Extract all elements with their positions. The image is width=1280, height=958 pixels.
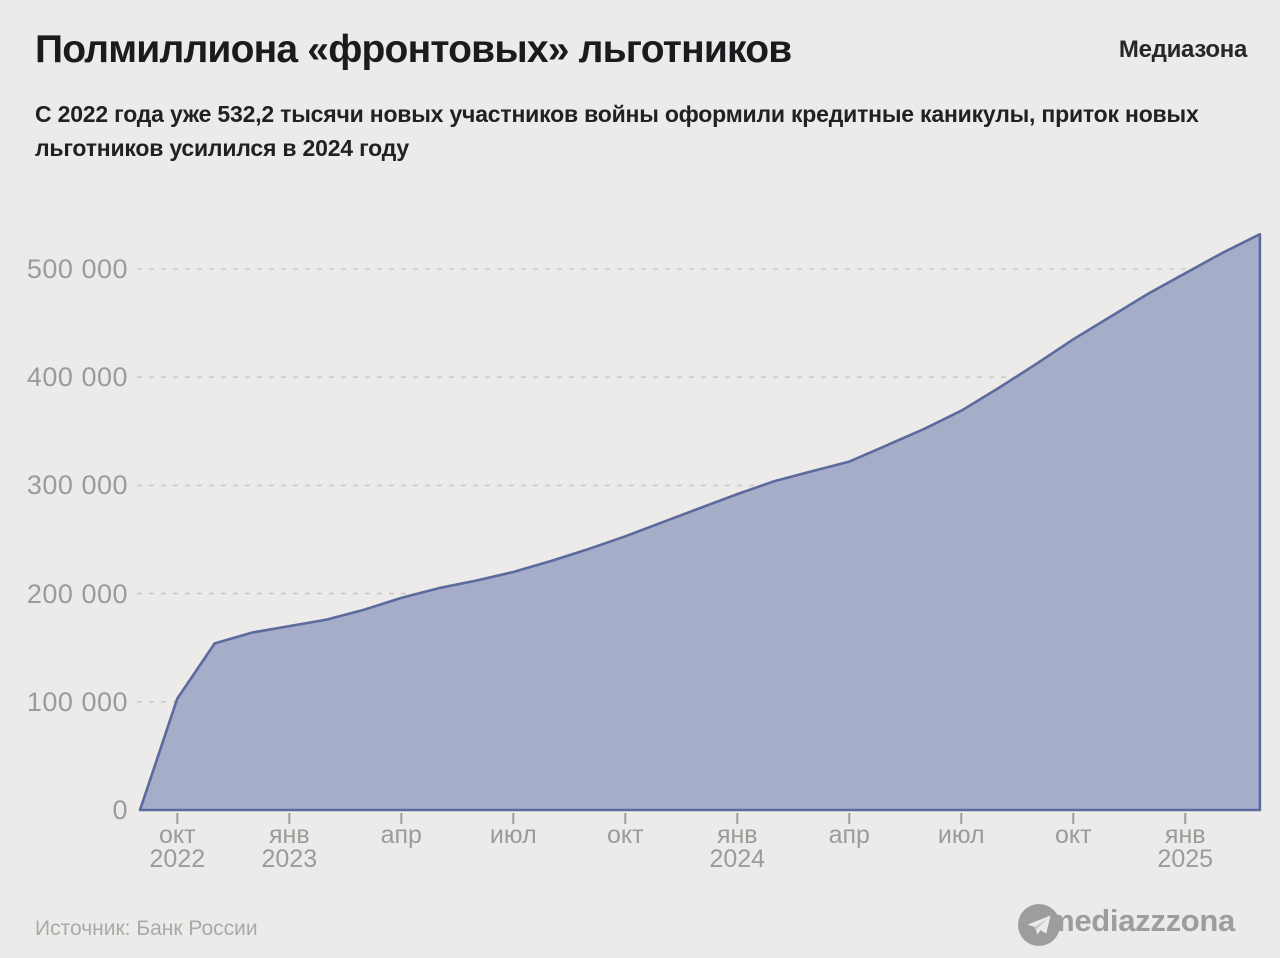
source-note: Источник: Банк России [35, 917, 258, 940]
x-axis-month-label: окт [159, 821, 196, 849]
y-axis-label: 400 000 [26, 362, 128, 393]
x-axis-month-label: июл [489, 821, 537, 849]
area-series [138, 232, 1262, 812]
page-subtitle: С 2022 года уже 532,2 тысячи новых участ… [35, 101, 1199, 161]
x-axis-month-label: апр [828, 821, 870, 849]
y-axis-label: 500 000 [26, 254, 128, 284]
x-axis-year-label: 2024 [709, 845, 766, 873]
y-axis-label: 300 000 [26, 470, 128, 501]
y-axis-label: 0 [112, 795, 128, 825]
x-axis-month-label: янв [716, 821, 758, 849]
x-axis-month-label: окт [1054, 821, 1092, 849]
x-axis-year-label: 2022 [149, 845, 206, 873]
x-axis-month-label: янв [269, 821, 310, 849]
x-axis-month-label: апр [380, 821, 422, 849]
y-axis-label: 100 000 [26, 686, 128, 717]
x-axis-year-label: 2023 [261, 845, 318, 873]
x-axis-month-label: окт [606, 821, 644, 849]
footer-handle: @mediazzzona [1017, 903, 1248, 946]
y-axis-label: 200 000 [26, 578, 128, 609]
brand-logo: Медиазона [1118, 36, 1247, 63]
x-axis-year-label: 2025 [1157, 845, 1214, 873]
x-axis-month-label: июл [937, 821, 985, 849]
x-axis-month-label: янв [1164, 821, 1206, 849]
page-title: Полмиллиона «фронтовых» льготников [35, 28, 792, 71]
